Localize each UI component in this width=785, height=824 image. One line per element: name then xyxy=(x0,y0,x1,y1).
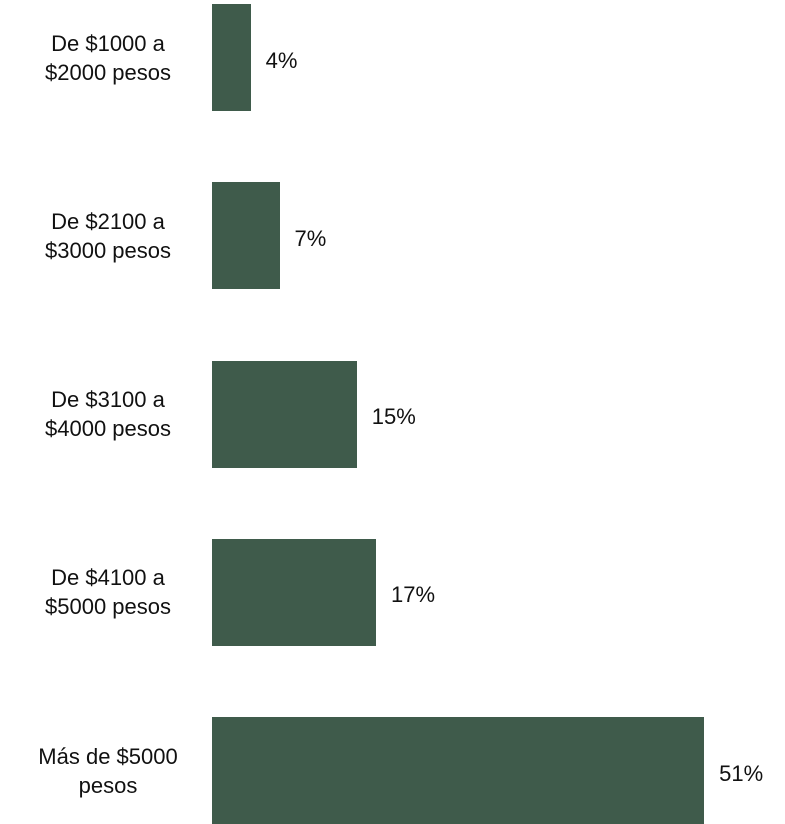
bar xyxy=(212,538,377,646)
data-label: 4% xyxy=(265,47,298,73)
bar xyxy=(212,182,280,290)
data-label: 15% xyxy=(371,404,416,430)
bar xyxy=(212,717,705,824)
category-label: Más de $5000 pesos xyxy=(38,743,178,798)
bar xyxy=(212,360,357,468)
category-label: De $4100 a $5000 pesos xyxy=(45,565,171,620)
data-label: 7% xyxy=(294,225,327,251)
category-label: De $2100 a $3000 pesos xyxy=(45,208,171,263)
data-label: 51% xyxy=(719,760,764,786)
bar xyxy=(212,4,251,111)
data-label: 17% xyxy=(391,582,436,608)
category-label: De $3100 a $4000 pesos xyxy=(45,387,171,442)
category-label: De $1000 a $2000 pesos xyxy=(45,30,171,85)
